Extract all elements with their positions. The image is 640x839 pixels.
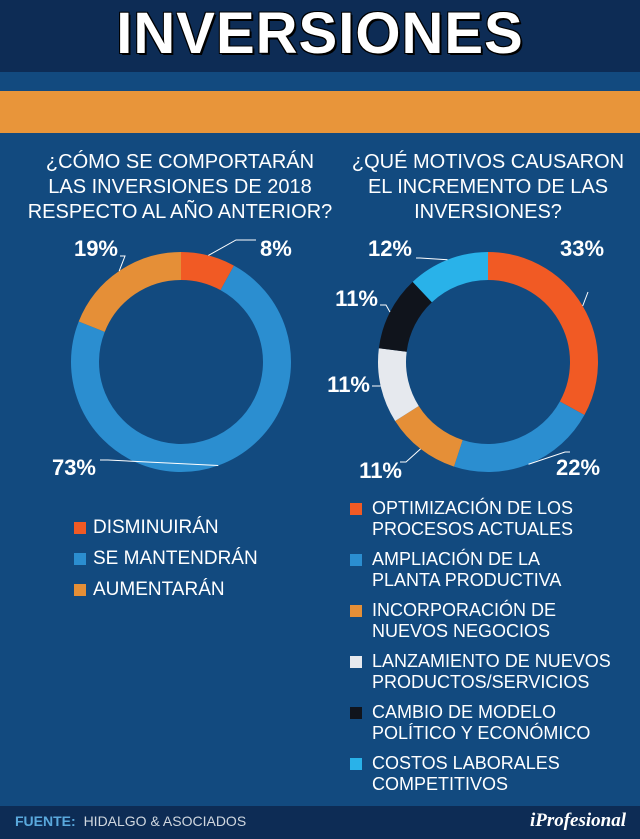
question-2-line-1: ¿QUÉ MOTIVOS CAUSARON xyxy=(351,151,625,173)
legend-swatch xyxy=(350,758,362,770)
legend-label-line: LANZAMIENTO DE NUEVOS xyxy=(372,651,611,671)
donut-slice-3 xyxy=(78,252,182,333)
legend-label-line: PROCESOS ACTUALES xyxy=(372,519,574,539)
legend-swatch xyxy=(74,521,86,534)
donut-2-labels: 33% 22% 11% 11% 11% 12% xyxy=(327,236,604,483)
question-1-line-2: LAS INVERSIONES DE 2018 xyxy=(48,176,312,198)
donut-chart-2 xyxy=(378,252,598,472)
data-label: 73% xyxy=(52,455,96,480)
brand-logo: iProfesional xyxy=(529,810,626,831)
legend-label: AUMENTARÁN xyxy=(93,578,225,600)
question-1-line-1: ¿CÓMO SE COMPORTARÁN xyxy=(45,151,315,173)
question-1: ¿CÓMO SE COMPORTARÁN LAS INVERSIONES DE … xyxy=(10,150,350,225)
data-label: 11% xyxy=(335,286,378,311)
data-label: 22% xyxy=(556,455,600,480)
question-1-line-3: RESPECTO AL AÑO ANTERIOR? xyxy=(27,201,333,223)
legend-label: INCORPORACIÓN DE NUEVOS NEGOCIOS xyxy=(372,600,556,642)
legend-1: DISMINUIRÁN SE MANTENDRÁN AUMENTARÁN xyxy=(74,512,258,605)
legend-label-line: PRODUCTOS/SERVICIOS xyxy=(372,672,590,692)
accent-band xyxy=(0,91,640,133)
legend-2-item: CAMBIO DE MODELO POLÍTICO Y ECONÓMICO xyxy=(350,702,640,744)
legend-swatch xyxy=(350,605,362,617)
legend-1-item: AUMENTARÁN xyxy=(74,574,258,605)
legend-swatch xyxy=(350,554,362,566)
data-label: 33% xyxy=(560,236,604,261)
legend-swatch xyxy=(74,552,86,565)
question-2: ¿QUÉ MOTIVOS CAUSARON EL INCREMENTO DE L… xyxy=(338,150,638,225)
legend-swatch xyxy=(350,503,362,515)
legend-label: CAMBIO DE MODELO POLÍTICO Y ECONÓMICO xyxy=(372,702,590,744)
legend-label-line: COMPETITIVOS xyxy=(372,774,509,794)
donut-slice-6 xyxy=(412,252,489,303)
legend-swatch xyxy=(350,707,362,719)
question-2-line-2: EL INCREMENTO DE LAS xyxy=(367,176,609,198)
data-label: 19% xyxy=(74,236,118,261)
source-label: FUENTE: xyxy=(15,813,76,829)
donut-chart-1 xyxy=(71,252,291,472)
legend-2-item: LANZAMIENTO DE NUEVOS PRODUCTOS/SERVICIO… xyxy=(350,651,640,693)
legend-label: AMPLIACIÓN DE LA PLANTA PRODUCTIVA xyxy=(372,549,561,591)
leader-line xyxy=(380,304,391,313)
legend-label-line: OPTIMIZACIÓN DE LOS xyxy=(372,498,574,518)
donut-slice-1 xyxy=(487,252,598,415)
legend-label-line: NUEVOS NEGOCIOS xyxy=(372,621,551,641)
legend-label: COSTOS LABORALES COMPETITIVOS xyxy=(372,753,560,795)
legend-label-line: AMPLIACIÓN DE LA xyxy=(372,549,541,569)
leader-line xyxy=(400,448,421,463)
data-label: 11% xyxy=(359,458,402,483)
legend-swatch xyxy=(74,583,86,596)
page-title: INVERSIONES xyxy=(116,1,524,66)
leader-line xyxy=(208,239,256,256)
legend-swatch xyxy=(350,656,362,668)
donut-slice-4 xyxy=(378,348,420,421)
legend-2-item: AMPLIACIÓN DE LA PLANTA PRODUCTIVA xyxy=(350,549,640,591)
donut-slice-5 xyxy=(378,281,433,353)
header-bar: INVERSIONES xyxy=(0,0,640,72)
legend-1-item: DISMINUIRÁN xyxy=(74,512,258,543)
leader-line xyxy=(100,459,219,466)
leader-line xyxy=(118,255,126,272)
source-credit: FUENTE: HIDALGO & ASOCIADOS xyxy=(15,813,246,829)
donut-slice-3 xyxy=(395,405,464,467)
data-label: 11% xyxy=(327,372,370,397)
donut-slice-2 xyxy=(454,401,585,472)
legend-label-line: COSTOS LABORALES xyxy=(372,753,560,773)
legend-2: OPTIMIZACIÓN DE LOS PROCESOS ACTUALES AM… xyxy=(350,498,640,804)
leader-line xyxy=(416,257,448,261)
donut-1-labels: 8% 73% 19% xyxy=(52,236,292,480)
legend-2-item: OPTIMIZACIÓN DE LOS PROCESOS ACTUALES xyxy=(350,498,640,540)
source-value: HIDALGO & ASOCIADOS xyxy=(83,813,247,829)
legend-2-item: COSTOS LABORALES COMPETITIVOS xyxy=(350,753,640,795)
legend-label-line: INCORPORACIÓN DE xyxy=(372,600,557,620)
data-label: 12% xyxy=(368,236,412,261)
donut-slice-1 xyxy=(180,252,234,291)
leader-line xyxy=(528,451,570,465)
legend-label-line: CAMBIO DE MODELO xyxy=(372,702,557,722)
legend-2-item: INCORPORACIÓN DE NUEVOS NEGOCIOS xyxy=(350,600,640,642)
leader-line xyxy=(582,291,589,307)
legend-label: LANZAMIENTO DE NUEVOS PRODUCTOS/SERVICIO… xyxy=(372,651,611,693)
question-2-line-3: INVERSIONES? xyxy=(414,201,562,223)
footer-bar: FUENTE: HIDALGO & ASOCIADOS iProfesional xyxy=(0,806,640,839)
data-label: 8% xyxy=(260,236,292,261)
legend-label: SE MANTENDRÁN xyxy=(93,547,258,569)
legend-label-line: PLANTA PRODUCTIVA xyxy=(372,570,562,590)
legend-label: DISMINUIRÁN xyxy=(93,516,219,538)
legend-1-item: SE MANTENDRÁN xyxy=(74,543,258,574)
legend-label: OPTIMIZACIÓN DE LOS PROCESOS ACTUALES xyxy=(372,498,573,540)
donut-slice-2 xyxy=(71,265,291,472)
legend-label-line: POLÍTICO Y ECONÓMICO xyxy=(372,723,591,743)
